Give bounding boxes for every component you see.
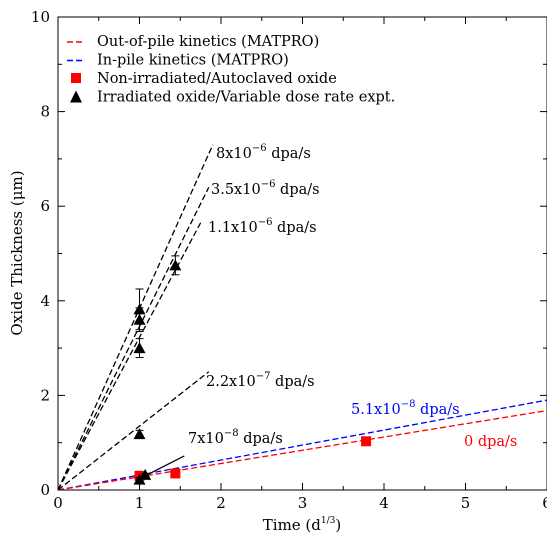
- dose-rate-label: 0 dpa/s: [464, 434, 517, 450]
- dose-rate-label-text: 2.2x10: [206, 374, 256, 390]
- dose-rate-label: 3.5x10−6 dpa/s: [211, 179, 320, 198]
- irradiated-point: [169, 259, 182, 271]
- x-tick-label: 5: [461, 494, 471, 512]
- dose-rate-line: [57, 222, 202, 491]
- legend-label: Non-irradiated/Autoclaved oxide: [97, 71, 337, 87]
- dose-rate-label-7e8-unit: dpa/s: [239, 431, 283, 447]
- dose-rate-label-unit: dpa/s: [270, 374, 314, 390]
- dose-rate-line: [57, 409, 547, 491]
- axis-ticks: 0 1 2 3 4 5 6 0 2 4 6 8 10: [31, 8, 547, 512]
- irradiated-point: [133, 428, 146, 440]
- dose-rate-label-exponent: −6: [252, 143, 267, 154]
- y-tick-label: 4: [40, 292, 50, 310]
- x-axis-title-sup: 1/3: [321, 516, 336, 526]
- dose-rate-line: [57, 371, 210, 491]
- irradiated-point: [133, 473, 146, 485]
- dose-rate-label-7e8: 7x10−8 dpa/s: [188, 428, 283, 447]
- y-tick-label: 0: [40, 481, 50, 499]
- y-tick-label: 10: [31, 8, 50, 26]
- annotation-arrow: [144, 455, 185, 477]
- dose-rate-label-7e8-text: 7x10: [188, 431, 224, 447]
- x-tick-label: 6: [542, 494, 547, 512]
- y-tick-label: 6: [40, 197, 50, 215]
- non-irradiated-point: [170, 468, 181, 479]
- legend-triangle-swatch: [70, 90, 82, 103]
- dose-rate-label-unit: dpa/s: [275, 182, 319, 198]
- line-annotations: 8x10−6 dpa/s3.5x10−6 dpa/s1.1x10−6 dpa/s…: [144, 143, 517, 477]
- plot-frame: [57, 16, 547, 491]
- dose-rate-label-exponent: −6: [258, 217, 273, 228]
- x-tick-label: 1: [135, 494, 145, 512]
- x-tick-label: 3: [298, 494, 308, 512]
- dose-rate-label: 2.2x10−7 dpa/s: [206, 371, 315, 390]
- dose-rate-label-7e8-exponent: −8: [224, 428, 239, 439]
- dose-rate-label-unit: dpa/s: [267, 146, 311, 162]
- dose-rate-label-exponent: −7: [256, 371, 271, 382]
- dose-rate-label-unit: dpa/s: [272, 220, 316, 236]
- legend-square-swatch: [71, 73, 81, 83]
- dose-rate-label-text: 5.1x10: [351, 402, 401, 418]
- irradiated-point: [133, 342, 146, 354]
- legend: Out-of-pile kinetics (MATPRO) In-pile kin…: [67, 34, 395, 106]
- x-axis-title-close: ): [335, 516, 341, 534]
- dose-rate-label: 5.1x10−8 dpa/s: [351, 399, 460, 418]
- legend-label: In-pile kinetics (MATPRO): [97, 53, 289, 69]
- dose-rate-line: [57, 186, 210, 491]
- x-axis-title: Time (d1/3): [263, 516, 341, 534]
- dose-rate-line: [57, 144, 214, 491]
- non-irradiated-point: [361, 436, 372, 447]
- x-axis-title-main: Time (d: [263, 516, 322, 534]
- dose-rate-label-text: 8x10: [216, 146, 252, 162]
- dose-rate-label: 1.1x10−6 dpa/s: [208, 217, 317, 236]
- legend-label: Irradiated oxide/Variable dose rate expt…: [97, 90, 395, 106]
- dose-rate-label-text: 1.1x10: [208, 220, 258, 236]
- x-tick-label: 0: [53, 494, 63, 512]
- dose-rate-label: 8x10−6 dpa/s: [216, 143, 311, 162]
- dose-rate-label-exponent: −6: [261, 179, 276, 190]
- y-axis-title: Oxide Thickness (μm): [8, 170, 26, 335]
- dose-rate-label-text: 3.5x10: [211, 182, 261, 198]
- irradiated-point: [139, 468, 152, 480]
- dose-rate-label-exponent: −8: [401, 399, 416, 410]
- x-tick-label: 4: [379, 494, 389, 512]
- dose-rate-label-unit: dpa/s: [415, 402, 459, 418]
- legend-label: Out-of-pile kinetics (MATPRO): [97, 34, 319, 50]
- dose-rate-label-text: 0 dpa/s: [464, 434, 517, 450]
- y-tick-label: 8: [40, 103, 50, 121]
- x-tick-label: 2: [216, 494, 226, 512]
- irradiated-point: [133, 313, 146, 325]
- data-points: [133, 255, 372, 485]
- y-tick-label: 2: [40, 386, 50, 404]
